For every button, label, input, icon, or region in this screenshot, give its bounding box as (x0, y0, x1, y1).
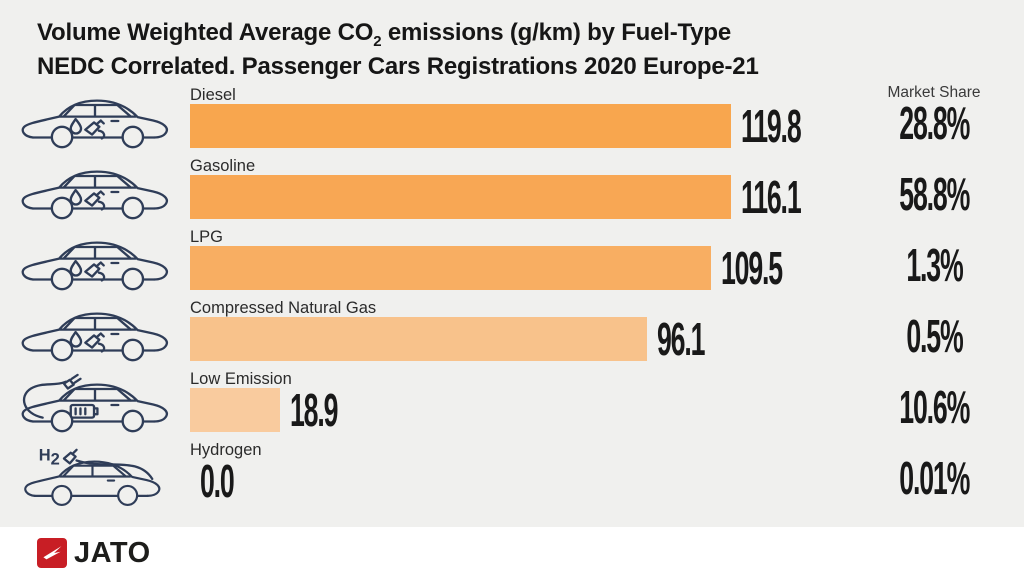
charging-cable (22, 380, 68, 419)
row-hydrogen: H2 Hydrogen (0, 435, 1024, 506)
market-share-value: 10.6% (899, 380, 970, 433)
emissions-value: 119.8 (741, 100, 802, 152)
chart-area: Volume Weighted Average CO2 emissions (g… (0, 0, 1024, 527)
fuel-type-label: Hydrogen (190, 441, 262, 459)
gasoline-car-icon (21, 170, 169, 220)
chart-rows: Diesel 119.8 28.8% (0, 80, 1024, 506)
market-share-value: 28.8% (899, 96, 970, 149)
charging-plug-icon (62, 373, 82, 390)
hydrogen-car-icon: H2 (24, 446, 161, 506)
lpg-car-icon (21, 241, 169, 291)
fuel-nozzle-icon (84, 119, 106, 140)
chart-title: Volume Weighted Average CO2 emissions (g… (37, 18, 759, 82)
emissions-value: 0.0 (200, 455, 235, 507)
fuel-type-label: Compressed Natural Gas (190, 299, 377, 317)
emissions-value: 116.1 (741, 171, 802, 223)
emissions-value: 18.9 (290, 384, 338, 436)
row-gasoline: Gasoline 116.1 58.8% (0, 151, 1024, 222)
fuel-droplet-icon (69, 188, 83, 206)
fuel-droplet-icon (69, 330, 83, 348)
jato-logo: JATO (37, 537, 151, 570)
fuel-type-label: Diesel (190, 86, 236, 104)
chart-title-line1: Volume Weighted Average CO2 emissions (g… (37, 19, 731, 50)
market-share-header: Market Share (887, 84, 981, 101)
chart-title-line2: NEDC Correlated. Passenger Cars Registra… (37, 52, 759, 80)
battery-icon (69, 403, 96, 419)
jato-logo-mark-icon (37, 538, 67, 568)
fuel-nozzle-icon (84, 190, 106, 211)
row-diesel: Diesel 119.8 28.8% (0, 80, 1024, 151)
market-share-value: 0.01% (899, 451, 970, 504)
market-share-value: 58.8% (899, 167, 970, 220)
cng-car-icon (21, 312, 169, 362)
fuel-type-label: LPG (190, 228, 224, 246)
fuel-nozzle-icon (84, 261, 106, 282)
row-low-emission: Low Emission 18.9 10.6% (0, 364, 1024, 435)
hydrogen-nozzle-icon (62, 448, 78, 465)
fuel-type-label: Low Emission (190, 370, 292, 388)
emissions-bar (190, 246, 711, 290)
row-lpg: LPG 109.5 1.3% (0, 222, 1024, 293)
jato-logo-text: JATO (74, 536, 151, 569)
market-share-value: 0.5% (905, 309, 963, 362)
diesel-car-icon (21, 99, 169, 149)
emissions-value: 109.5 (721, 242, 783, 294)
fuel-droplet-icon (69, 259, 83, 277)
h2-label: H2 (39, 446, 60, 468)
footer: JATO (0, 527, 1024, 579)
emissions-bar (190, 317, 647, 361)
market-share-value: 1.3% (905, 238, 963, 291)
emissions-value: 96.1 (657, 313, 705, 365)
fuel-type-label: Gasoline (190, 157, 256, 175)
electric-car-icon (21, 373, 169, 433)
fuel-nozzle-icon (84, 332, 106, 353)
emissions-bar (190, 175, 732, 219)
emissions-bar (190, 388, 280, 432)
emissions-bar (190, 104, 732, 148)
fuel-droplet-icon (69, 117, 83, 135)
row-cng: Compressed Natural Gas 96.1 0.5% (0, 293, 1024, 364)
